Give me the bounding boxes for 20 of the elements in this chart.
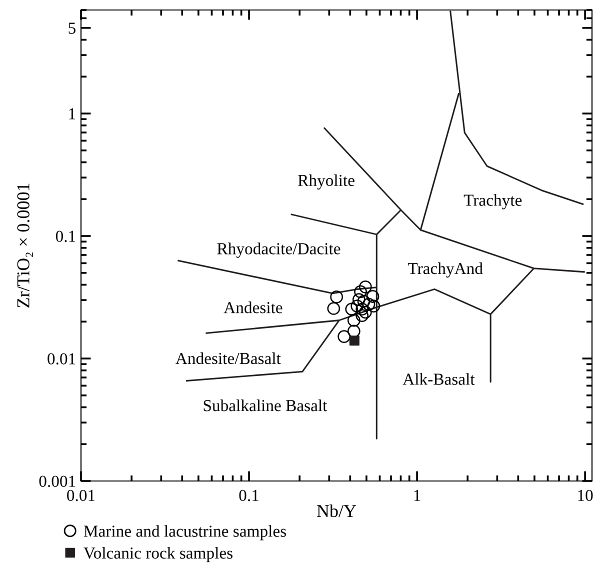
y-tick-label: 0.1 (56, 230, 76, 242)
legend-label: Volcanic rock samples (84, 546, 232, 562)
y-axis-title: Zr/TiO₂ × 0.0001 (17, 184, 33, 308)
legend-label: Marine and lacustrine samples (84, 525, 286, 540)
annotation: Rhyolite (298, 174, 354, 190)
y-tick-label: 0.01 (48, 353, 76, 365)
annotation: Rhyodacite/Dacite (217, 242, 340, 258)
annotation: Trachyte (464, 194, 522, 210)
annotation: TrachyAnd (408, 262, 483, 278)
x-tick-label: 10 (578, 490, 593, 502)
x-tick-label: 1 (414, 490, 420, 501)
annotation: Andesite (224, 302, 282, 314)
x-tick-label: 0.1 (239, 490, 258, 502)
y-tick-label: 0.001 (39, 476, 76, 488)
annotation: Andesite/Basalt (176, 352, 281, 364)
annotation: Alk-Basalt (402, 373, 475, 385)
annotation: Subalkaline Basalt (204, 399, 328, 412)
x-axis-title: Nb/Y (316, 504, 356, 518)
y-tick-label: 1 (69, 108, 76, 120)
y-tick-label: 5 (68, 22, 76, 34)
